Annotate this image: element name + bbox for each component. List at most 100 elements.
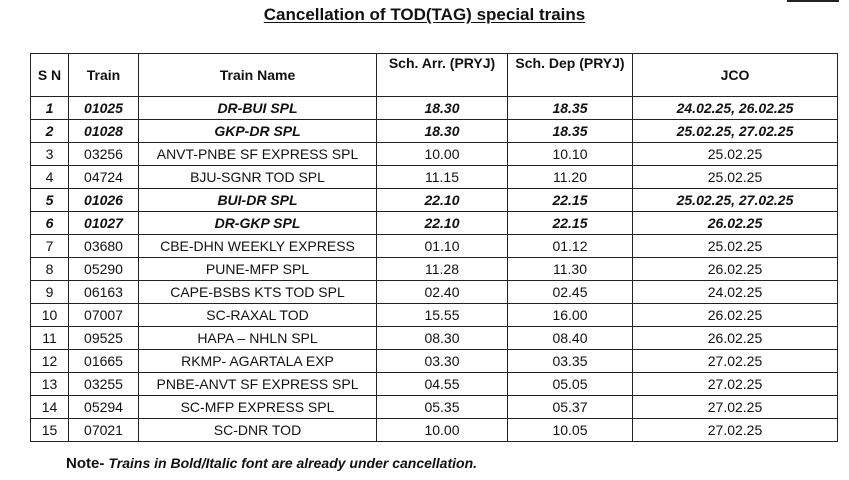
- cell-jco: 25.02.25: [632, 142, 838, 166]
- cell-jco: 27.02.25: [632, 372, 838, 396]
- cell-jco: 24.02.25, 26.02.25: [632, 96, 838, 120]
- cell-sn: 13: [30, 372, 69, 396]
- cell-jco: 27.02.25: [632, 349, 838, 373]
- cell-sn: 12: [30, 349, 69, 373]
- cell-train-number: 03680: [68, 234, 139, 258]
- cell-train-name: SC-MFP EXPRESS SPL: [138, 395, 377, 419]
- cell-train-name: ANVT-PNBE SF EXPRESS SPL: [138, 142, 377, 166]
- cell-sch-arr: 10.00: [376, 418, 508, 442]
- cell-sch-arr: 03.30: [376, 349, 508, 373]
- cell-sn: 10: [30, 303, 69, 327]
- cell-sch-dep: 18.35: [507, 119, 633, 143]
- cell-sch-arr: 18.30: [376, 119, 508, 143]
- cell-sn: 3: [30, 142, 69, 166]
- cell-sch-dep: 11.20: [507, 165, 633, 189]
- cell-sn: 7: [30, 234, 69, 258]
- cell-jco: 25.02.25, 27.02.25: [632, 188, 838, 212]
- cell-sch-arr: 05.35: [376, 395, 508, 419]
- cell-train-name: BJU-SGNR TOD SPL: [138, 165, 377, 189]
- header-sn: S N: [30, 53, 69, 97]
- cell-sch-dep: 05.05: [507, 372, 633, 396]
- cell-jco: 26.02.25: [632, 303, 838, 327]
- cell-train-number: 05290: [68, 257, 139, 281]
- cell-sch-arr: 01.10: [376, 234, 508, 258]
- table-row: 6 01027 DR-GKP SPL 22.10 22.15 26.02.25: [30, 211, 838, 235]
- cell-train-number: 07021: [68, 418, 139, 442]
- header-train-name: Train Name: [138, 53, 377, 97]
- header-sch-dep: Sch. Dep (PRYJ): [507, 53, 633, 97]
- table-row: 9 06163 CAPE-BSBS KTS TOD SPL 02.40 02.45 24.…: [30, 280, 838, 304]
- table-row: 1 01025 DR-BUI SPL 18.30 18.35 24.02.25, 26.0…: [30, 96, 838, 120]
- cell-train-name: GKP-DR SPL: [138, 119, 377, 143]
- cell-train-name: SC-RAXAL TOD: [138, 303, 377, 327]
- cell-sch-arr: 08.30: [376, 326, 508, 350]
- table-row: 8 05290 PUNE-MFP SPL 11.28 11.30 26.02.25: [30, 257, 838, 281]
- cell-train-number: 06163: [68, 280, 139, 304]
- cell-sch-dep: 11.30: [507, 257, 633, 281]
- header-train: Train: [68, 53, 139, 97]
- table-row: 4 04724 BJU-SGNR TOD SPL 11.15 11.20 25.02.25: [30, 165, 838, 189]
- cell-sch-dep: 22.15: [507, 211, 633, 235]
- header-jco: JCO: [632, 53, 838, 97]
- cell-train-number: 01665: [68, 349, 139, 373]
- cell-sn: 4: [30, 165, 69, 189]
- cancellation-table: S N Train Train Name Sch. Arr. (PRYJ) Sc…: [30, 53, 838, 442]
- table-row: 5 01026 BUI-DR SPL 22.10 22.15 25.02.25, 27.0…: [30, 188, 838, 212]
- table-row: 11 09525 HAPA – NHLN SPL 08.30 08.40 26.02.25: [30, 326, 838, 350]
- cell-train-number: 01026: [68, 188, 139, 212]
- cell-sch-arr: 02.40: [376, 280, 508, 304]
- note-lead: Note-: [66, 455, 105, 472]
- cell-sch-arr: 18.30: [376, 96, 508, 120]
- cell-train-number: 03255: [68, 372, 139, 396]
- cell-sn: 5: [30, 188, 69, 212]
- cell-sn: 8: [30, 257, 69, 281]
- cell-train-name: RKMP- AGARTALA EXP: [138, 349, 377, 373]
- cell-sch-dep: 10.05: [507, 418, 633, 442]
- cell-jco: 26.02.25: [632, 326, 838, 350]
- cell-sch-arr: 15.55: [376, 303, 508, 327]
- table-row: 10 07007 SC-RAXAL TOD 15.55 16.00 26.02.25: [30, 303, 838, 327]
- cell-sn: 6: [30, 211, 69, 235]
- cell-jco: 25.02.25: [632, 165, 838, 189]
- cell-jco: 27.02.25: [632, 418, 838, 442]
- cell-sn: 14: [30, 395, 69, 419]
- cell-jco: 24.02.25: [632, 280, 838, 304]
- cell-jco: 26.02.25: [632, 257, 838, 281]
- cell-sch-arr: 11.28: [376, 257, 508, 281]
- table-row: 14 05294 SC-MFP EXPRESS SPL 05.35 05.37 27.02…: [30, 395, 838, 419]
- cell-train-name: SC-DNR TOD: [138, 418, 377, 442]
- cell-train-number: 01025: [68, 96, 139, 120]
- cell-sch-arr: 04.55: [376, 372, 508, 396]
- note-text: Trains in Bold/Italic font are already u…: [108, 455, 478, 471]
- cell-sch-arr: 22.10: [376, 211, 508, 235]
- table-body: 1 01025 DR-BUI SPL 18.30 18.35 24.02.25, 26.0…: [30, 96, 838, 442]
- cell-train-number: 04724: [68, 165, 139, 189]
- cell-sch-arr: 10.00: [376, 142, 508, 166]
- cell-sch-dep: 22.15: [507, 188, 633, 212]
- cell-jco: 25.02.25, 27.02.25: [632, 119, 838, 143]
- cell-train-number: 03256: [68, 142, 139, 166]
- corner-rule: [787, 0, 839, 2]
- table-header-row: S N Train Train Name Sch. Arr. (PRYJ) Sc…: [30, 53, 838, 97]
- cell-sch-dep: 05.37: [507, 395, 633, 419]
- header-sch-arr: Sch. Arr. (PRYJ): [376, 53, 508, 97]
- cell-jco: 25.02.25: [632, 234, 838, 258]
- cell-train-number: 07007: [68, 303, 139, 327]
- page-title: Cancellation of TOD(TAG) special trains: [263, 5, 586, 24]
- cell-sn: 1: [30, 96, 69, 120]
- table-row: 2 01028 GKP-DR SPL 18.30 18.35 25.02.25, 27.0…: [30, 119, 838, 143]
- cell-sn: 2: [30, 119, 69, 143]
- cell-sch-dep: 18.35: [507, 96, 633, 120]
- cell-train-number: 09525: [68, 326, 139, 350]
- cell-sch-arr: 11.15: [376, 165, 508, 189]
- cell-train-name: PUNE-MFP SPL: [138, 257, 377, 281]
- cell-jco: 27.02.25: [632, 395, 838, 419]
- cell-train-name: DR-GKP SPL: [138, 211, 377, 235]
- cell-sn: 9: [30, 280, 69, 304]
- cell-train-number: 01028: [68, 119, 139, 143]
- table-row: 15 07021 SC-DNR TOD 10.00 10.05 27.02.25: [30, 418, 838, 442]
- cell-sch-dep: 02.45: [507, 280, 633, 304]
- cell-train-name: HAPA – NHLN SPL: [138, 326, 377, 350]
- footnote: Note- Trains in Bold/Italic font are alr…: [66, 455, 477, 472]
- table-row: 7 03680 CBE-DHN WEEKLY EXPRESS 01.10 01.12 25…: [30, 234, 838, 258]
